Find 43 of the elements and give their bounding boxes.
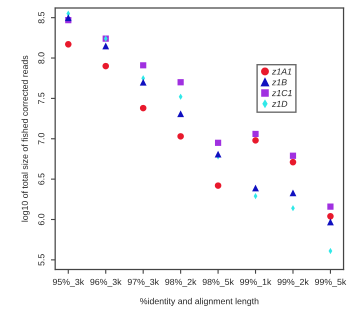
point xyxy=(327,218,334,226)
point xyxy=(140,62,146,68)
point xyxy=(252,137,259,144)
x-tick-label: 98%_2k xyxy=(165,278,196,287)
point xyxy=(65,41,72,48)
point xyxy=(214,182,222,189)
point xyxy=(290,189,296,196)
point xyxy=(252,184,259,192)
y-tick-label: 7.5 xyxy=(38,92,44,104)
legend-label: z1D xyxy=(272,100,288,107)
point xyxy=(177,133,184,140)
y-tick-label: 8.5 xyxy=(38,12,44,24)
y-axis-title: log10 of total size of fished corrected reads xyxy=(22,56,30,222)
y-tick-label: 8.0 xyxy=(38,52,44,64)
point xyxy=(102,62,109,70)
x-tick-label: 95%_3k xyxy=(52,278,84,287)
x-axis-title: %identity and alignment length xyxy=(140,298,258,306)
x-tick-label: 99%_5k xyxy=(315,278,346,287)
y-tick-label: 7.0 xyxy=(38,133,44,144)
point xyxy=(290,158,296,166)
point xyxy=(327,213,334,220)
point xyxy=(214,140,222,146)
legend-label: z1B xyxy=(272,79,287,86)
y-tick-label: 6.0 xyxy=(38,214,44,226)
y-tick-label: 6.5 xyxy=(38,173,44,185)
x-tick-label: 97%_3k xyxy=(128,278,160,287)
point xyxy=(64,14,72,22)
legend-label: z1C1 xyxy=(272,90,292,96)
point xyxy=(102,42,110,50)
point xyxy=(252,130,259,138)
x-tick-label: 98%_5k xyxy=(202,278,234,287)
x-tick-label: 96%_3k xyxy=(90,278,122,287)
point xyxy=(290,152,296,159)
point xyxy=(214,150,222,158)
x-tick-label: 99%_2k xyxy=(278,278,309,287)
x-tick-label: 99%_1k xyxy=(240,278,272,287)
point xyxy=(140,78,147,86)
point xyxy=(140,104,146,112)
point xyxy=(177,110,184,118)
point xyxy=(327,203,334,210)
y-tick-label: 5.5 xyxy=(38,254,44,266)
legend-label: z1A1 xyxy=(272,68,292,75)
point xyxy=(178,79,184,86)
